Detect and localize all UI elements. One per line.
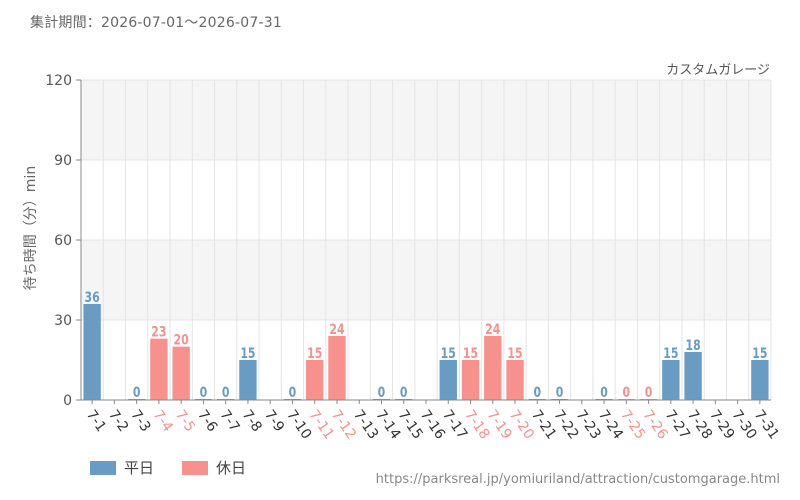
- data-label: 15: [752, 345, 767, 362]
- y-tick-label: 60: [54, 233, 72, 249]
- x-tick-label: 7-2: [105, 407, 131, 435]
- legend-swatch-holiday: [182, 460, 209, 475]
- source-url[interactable]: https://parksreal.jp/yomiuriland/attract…: [375, 472, 780, 487]
- data-label: 15: [307, 345, 322, 362]
- x-tick-label: 7-5: [172, 407, 198, 435]
- legend-label-holiday: 休日: [216, 459, 247, 477]
- y-tick-label: 120: [45, 73, 72, 89]
- data-label: 15: [240, 345, 255, 362]
- data-label: 23: [151, 323, 166, 340]
- y-axis-label: 待ち時間（分）min: [23, 166, 39, 290]
- data-label: 0: [222, 384, 230, 401]
- legend-label-weekday: 平日: [124, 459, 155, 477]
- bar: [751, 360, 769, 400]
- x-tick-labels: 7-17-27-37-47-57-67-77-87-97-107-117-127…: [83, 407, 782, 442]
- bar: [328, 336, 346, 400]
- data-label: 15: [441, 345, 456, 362]
- legend: 平日 休日: [90, 457, 246, 478]
- bar: [83, 304, 101, 400]
- y-tick-label: 90: [54, 153, 72, 169]
- period-label: 集計期間：2026-07-01～2026-07-31: [30, 15, 282, 31]
- legend-swatch-weekday: [90, 460, 116, 475]
- data-label: 18: [685, 337, 700, 354]
- data-label: 24: [329, 321, 344, 338]
- data-label: 15: [507, 345, 522, 362]
- data-label: 0: [623, 384, 631, 401]
- x-tick-label: 7-3: [127, 407, 153, 435]
- bar: [662, 360, 680, 400]
- axes: [76, 79, 771, 404]
- bar: [484, 336, 502, 400]
- bar: [506, 360, 524, 400]
- plot-bands: [81, 80, 771, 320]
- bar: [172, 346, 190, 400]
- data-label: 20: [174, 331, 189, 348]
- x-tick-label: 7-7: [216, 407, 242, 435]
- data-label: 0: [645, 384, 653, 401]
- x-tick-label: 7-1: [83, 407, 109, 435]
- data-label: 0: [556, 384, 564, 401]
- bar: [439, 360, 457, 400]
- legend-item-holiday[interactable]: 休日: [182, 457, 246, 478]
- bar: [684, 352, 702, 400]
- y-tick-label: 30: [54, 313, 72, 329]
- data-label: 36: [85, 289, 100, 306]
- data-label: 0: [378, 384, 386, 401]
- x-tick-label: 7-8: [239, 407, 265, 435]
- chart-title: カスタムガレージ: [666, 63, 770, 78]
- data-label: 15: [663, 345, 678, 362]
- data-label: 0: [289, 384, 297, 401]
- data-label: 15: [463, 345, 478, 362]
- x-tick-label: 7-4: [150, 407, 176, 435]
- data-label: 0: [600, 384, 608, 401]
- legend-item-weekday[interactable]: 平日: [90, 457, 154, 478]
- bar: [306, 360, 324, 400]
- data-label: 0: [200, 384, 208, 401]
- x-tick-label: 7-9: [261, 407, 287, 435]
- data-label: 0: [400, 384, 408, 401]
- bar: [150, 338, 168, 400]
- plot-band: [81, 240, 771, 320]
- grid-lines: [80, 79, 772, 401]
- bar: [239, 360, 257, 400]
- x-tick-label: 7-6: [194, 407, 220, 435]
- plot-band: [81, 80, 771, 160]
- bar: [461, 360, 480, 400]
- data-label: 24: [485, 321, 500, 338]
- x-tick-label: 7-31: [751, 407, 782, 442]
- y-tick-label: 0: [63, 393, 72, 409]
- data-label: 0: [133, 384, 141, 401]
- bar-series: [83, 304, 769, 400]
- y-tick-labels: 0 30 60 90 120: [45, 73, 72, 409]
- data-label: 0: [533, 384, 541, 401]
